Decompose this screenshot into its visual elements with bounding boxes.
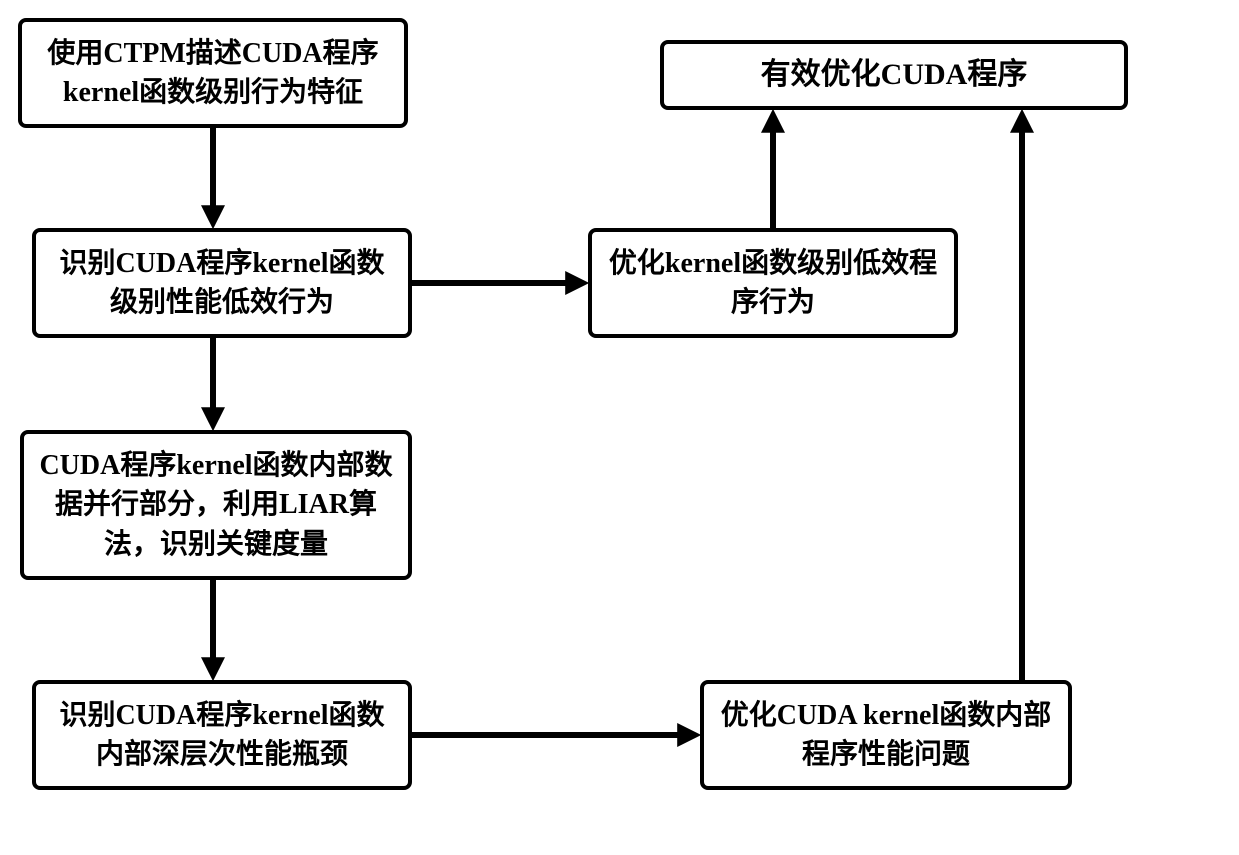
node-label: 识别CUDA程序kernel函数级别性能低效行为: [48, 244, 396, 322]
arrow-group: [213, 116, 1022, 735]
node-label: 使用CTPM描述CUDA程序kernel函数级别行为特征: [34, 34, 392, 112]
node-label: CUDA程序kernel函数内部数据并行部分，利用LIAR算法，识别关键度量: [36, 446, 396, 564]
node-identify-kernel-ineff: 识别CUDA程序kernel函数级别性能低效行为: [32, 228, 412, 338]
node-optimize-internal-perf: 优化CUDA kernel函数内部程序性能问题: [700, 680, 1072, 790]
node-ctpm-describe: 使用CTPM描述CUDA程序kernel函数级别行为特征: [18, 18, 408, 128]
node-label: 优化CUDA kernel函数内部程序性能问题: [716, 696, 1056, 774]
node-identify-deep-bottleneck: 识别CUDA程序kernel函数内部深层次性能瓶颈: [32, 680, 412, 790]
node-effective-optimize: 有效优化CUDA程序: [660, 40, 1128, 110]
node-liar-metrics: CUDA程序kernel函数内部数据并行部分，利用LIAR算法，识别关键度量: [20, 430, 412, 580]
node-optimize-kernel-ineff: 优化kernel函数级别低效程序行为: [588, 228, 958, 338]
node-label: 优化kernel函数级别低效程序行为: [604, 244, 942, 322]
node-label: 有效优化CUDA程序: [761, 54, 1028, 96]
node-label: 识别CUDA程序kernel函数内部深层次性能瓶颈: [48, 696, 396, 774]
